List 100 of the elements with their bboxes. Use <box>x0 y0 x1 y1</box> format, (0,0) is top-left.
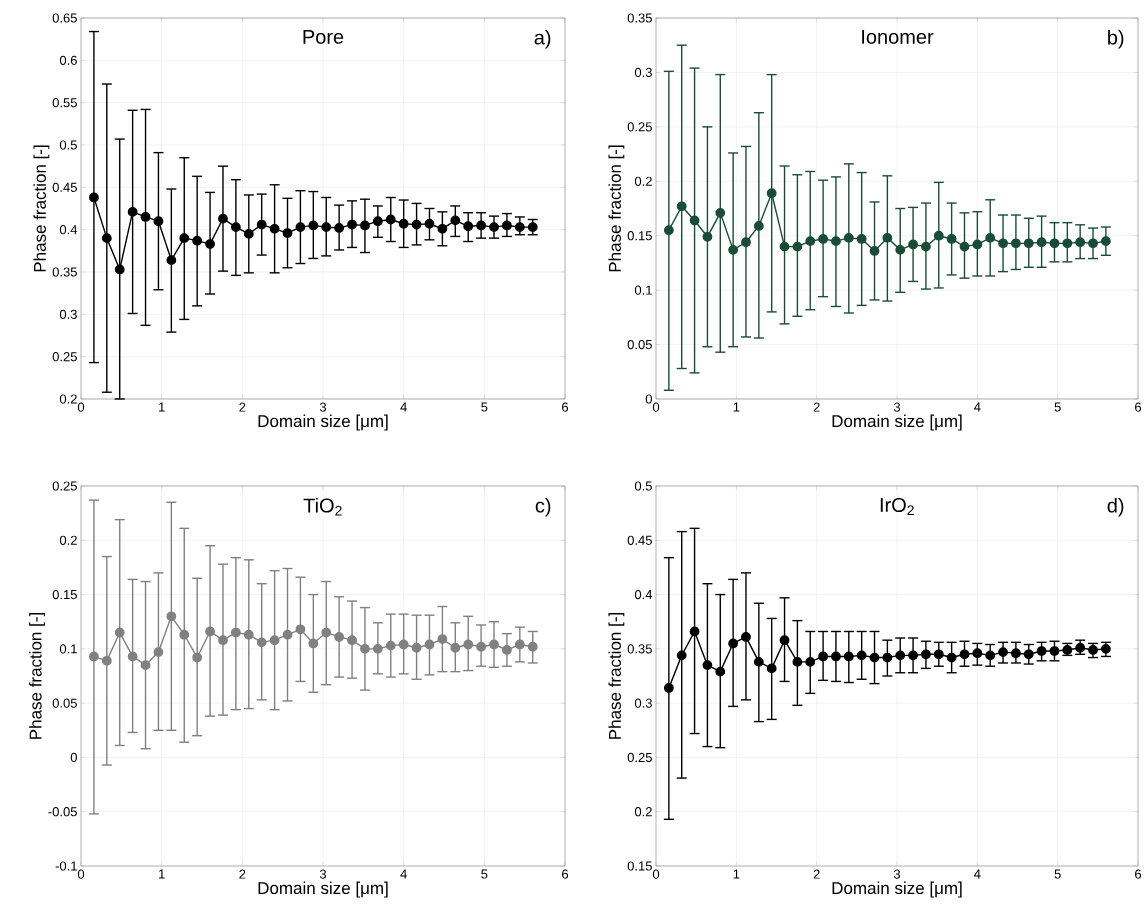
point <box>1062 238 1073 249</box>
point <box>282 228 293 238</box>
y-tick-label: -0.1 <box>55 861 77 871</box>
point <box>831 236 841 247</box>
point <box>985 232 996 243</box>
point <box>321 627 332 638</box>
point <box>959 241 970 252</box>
x-tick-label: 6 <box>1135 869 1142 879</box>
point <box>1088 238 1098 249</box>
point <box>334 223 345 233</box>
point <box>663 683 674 693</box>
y-tick-label: 0.2 <box>634 176 652 186</box>
x-tick-label: 4 <box>974 869 981 879</box>
x-tick-label: 1 <box>159 869 165 879</box>
point <box>753 221 764 231</box>
point <box>805 656 816 667</box>
point <box>502 645 512 655</box>
point <box>308 638 319 649</box>
y-axis-title: Phase fraction [-] <box>608 145 625 272</box>
annotation: c) <box>535 497 551 517</box>
point <box>437 634 448 644</box>
y-tick-label: 0.15 <box>627 861 652 871</box>
point <box>818 234 828 244</box>
point <box>843 651 854 662</box>
point <box>933 230 944 241</box>
point <box>205 239 215 249</box>
point <box>218 635 228 646</box>
y-tick-label: 0.05 <box>52 698 77 708</box>
y-tick-label: 0.45 <box>627 535 652 545</box>
y-tick-label: 0.25 <box>52 481 77 491</box>
point <box>1075 237 1086 248</box>
y-tick-label: 0.25 <box>627 752 652 763</box>
point <box>818 651 828 662</box>
y-tick-label: 0.25 <box>52 352 77 362</box>
point <box>114 264 125 275</box>
y-tick-label: 0.4 <box>634 589 653 600</box>
y-tick-label: 0.2 <box>59 535 77 545</box>
point <box>179 233 190 244</box>
point <box>398 218 409 229</box>
point <box>101 655 112 666</box>
x-axis-title: Domain size [μm] <box>832 881 962 898</box>
annotation: TiO$_{2}$ <box>303 497 342 516</box>
y-tick-label: 0.6 <box>59 55 77 65</box>
point <box>792 656 803 667</box>
point <box>779 635 790 646</box>
y-tick-label: 0.35 <box>52 267 77 277</box>
point <box>230 627 241 638</box>
point <box>166 255 177 266</box>
y-tick-label: 0.65 <box>52 13 77 23</box>
annotation: Ionomer <box>862 29 934 44</box>
point <box>308 220 319 231</box>
point <box>192 652 203 663</box>
x-axis-title: Domain size [μm] <box>832 414 962 431</box>
point <box>230 222 241 233</box>
point <box>921 241 931 252</box>
point <box>424 639 435 650</box>
x-tick-label: 4 <box>974 402 981 412</box>
point <box>385 214 396 225</box>
point <box>385 640 396 651</box>
y-tick-label: 0.55 <box>52 98 77 108</box>
y-tick-label: -0.05 <box>48 807 77 817</box>
point <box>295 624 306 635</box>
point <box>741 632 751 642</box>
point <box>779 241 790 252</box>
point <box>114 627 125 638</box>
point <box>360 220 370 231</box>
x-tick-label: 5 <box>481 402 488 412</box>
point <box>1011 648 1021 659</box>
y-tick-label: 0.35 <box>627 644 652 654</box>
point <box>295 222 306 233</box>
point <box>334 632 345 642</box>
point <box>1049 646 1060 656</box>
x-tick-label: 4 <box>400 869 407 879</box>
point <box>372 216 383 227</box>
point <box>908 239 918 250</box>
point <box>282 629 293 640</box>
x-tick-label: 6 <box>562 869 569 879</box>
y-tick-label: 0.35 <box>627 13 652 23</box>
y-tick-label: 0.2 <box>634 807 652 817</box>
point <box>895 244 906 255</box>
x-tick-label: 3 <box>893 402 901 412</box>
point <box>463 639 474 650</box>
point <box>243 228 254 239</box>
annotation: d) <box>1107 497 1124 517</box>
x-tick-label: 5 <box>1054 869 1061 879</box>
point <box>1049 238 1060 249</box>
point <box>946 652 957 663</box>
y-tick-label: 0.5 <box>634 481 652 491</box>
point <box>676 650 687 661</box>
point <box>882 652 893 663</box>
point <box>921 649 931 660</box>
y-tick-label: 0.1 <box>634 285 652 295</box>
y-tick-label: 0.3 <box>59 309 77 319</box>
x-tick-label: 1 <box>733 869 740 879</box>
point <box>269 223 280 234</box>
x-tick-label: 2 <box>239 402 246 412</box>
point <box>476 220 487 231</box>
point <box>663 225 674 236</box>
point <box>153 647 164 658</box>
y-tick-label: 0.1 <box>59 644 77 654</box>
